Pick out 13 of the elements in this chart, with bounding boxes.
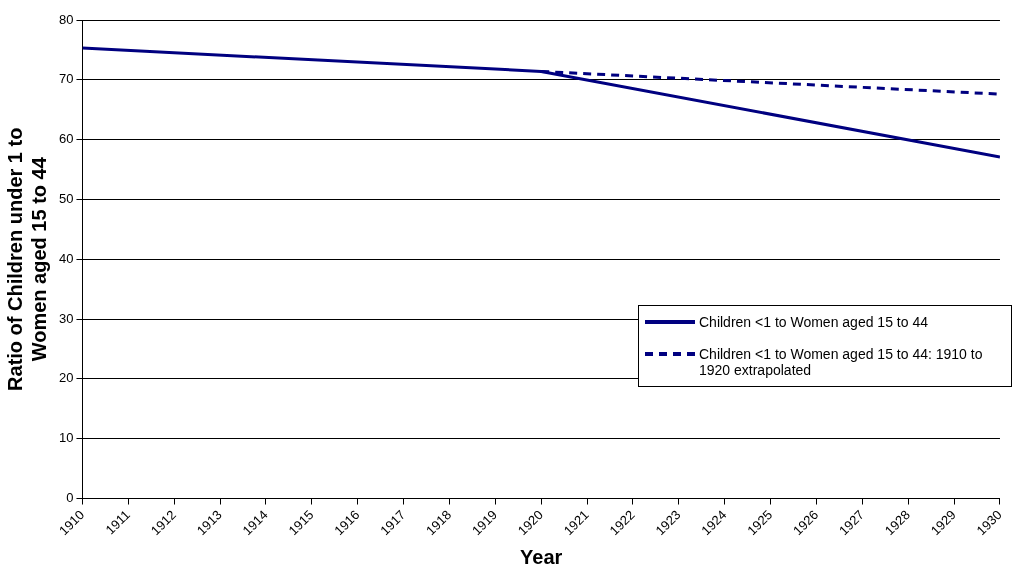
x-axis-title: Year bbox=[520, 545, 563, 568]
y-axis-title: Ratio of Children under 1 to Women aged 15 to 44 bbox=[3, 127, 50, 391]
y-tick-label: 80 bbox=[58, 11, 74, 27]
legend-label: Children <1 to Women aged 15 to 44 bbox=[699, 314, 928, 330]
y-tick-label: 60 bbox=[58, 131, 74, 147]
y-tick-label: 10 bbox=[58, 430, 74, 446]
legend-label: Children <1 to Women aged 15 to 44: 1910 to 1920 extrapolated bbox=[699, 346, 984, 378]
y-tick-label: 0 bbox=[66, 490, 74, 506]
y-tick-label: 30 bbox=[58, 310, 74, 326]
y-tick-label: 20 bbox=[58, 370, 74, 386]
y-tick-label: 70 bbox=[58, 71, 74, 87]
y-tick-label: 40 bbox=[58, 250, 74, 266]
y-tick-label: 50 bbox=[58, 191, 74, 207]
